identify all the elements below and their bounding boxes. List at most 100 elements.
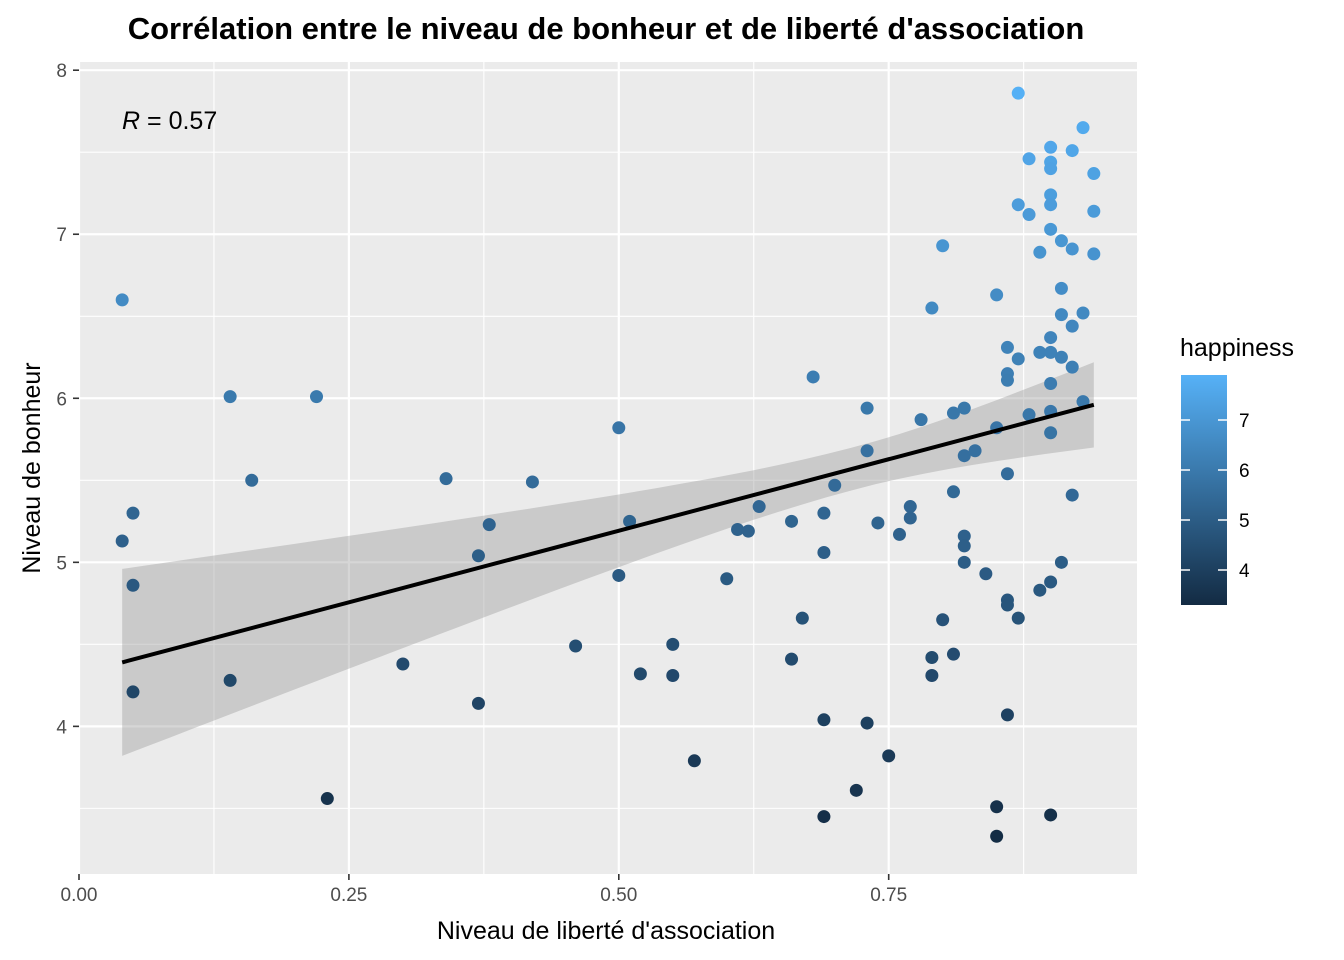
data-point	[1022, 152, 1036, 166]
data-point	[223, 390, 237, 404]
data-point	[990, 800, 1004, 814]
x-tick-label: 0.50	[600, 885, 637, 906]
plot-panel	[79, 62, 1137, 874]
data-point	[990, 288, 1004, 302]
data-point	[1033, 345, 1047, 359]
data-point	[1000, 340, 1014, 354]
data-point	[946, 406, 960, 420]
data-point	[633, 667, 647, 681]
data-point	[817, 810, 831, 824]
data-point	[1011, 352, 1025, 366]
data-point	[1044, 198, 1058, 212]
data-point	[310, 390, 324, 404]
data-point	[892, 527, 906, 541]
y-tick-label: 6	[56, 389, 67, 410]
data-point	[1065, 360, 1079, 374]
data-point	[687, 754, 701, 768]
data-point	[666, 637, 680, 651]
data-point	[1054, 308, 1068, 322]
data-point	[957, 555, 971, 569]
data-point	[1087, 204, 1101, 218]
data-point	[1044, 426, 1058, 440]
data-point	[1065, 144, 1079, 158]
x-tick-label: 0.00	[61, 885, 98, 906]
x-tick-label: 0.25	[330, 885, 367, 906]
data-point	[1022, 408, 1036, 422]
data-point	[925, 669, 939, 683]
x-axis: 0.00 0.25 0.50 0.75	[61, 874, 907, 906]
data-point	[785, 514, 799, 528]
data-point	[817, 713, 831, 727]
data-point	[1044, 188, 1058, 202]
data-point	[1054, 281, 1068, 295]
data-point	[1054, 350, 1068, 364]
data-point	[957, 449, 971, 463]
data-point	[1065, 319, 1079, 333]
legend-ticks: 4 5 6 7	[1181, 411, 1250, 582]
r-value: 0.57	[169, 107, 218, 135]
data-point	[471, 549, 485, 563]
data-point	[1065, 488, 1079, 502]
data-point	[979, 567, 993, 581]
data-point	[968, 444, 982, 458]
data-point	[1065, 242, 1079, 256]
data-point	[525, 475, 539, 489]
legend-tick-label: 7	[1239, 411, 1250, 432]
y-tick-label: 8	[56, 61, 67, 82]
data-point	[752, 500, 766, 514]
data-point	[126, 506, 140, 520]
data-point	[1000, 708, 1014, 722]
data-point	[320, 792, 334, 806]
legend-tick-label: 6	[1239, 461, 1250, 482]
x-tick-label: 0.75	[870, 885, 907, 906]
x-axis-title: Niveau de liberté d'association	[437, 917, 775, 945]
r-symbol: R	[122, 107, 140, 135]
data-point	[126, 578, 140, 592]
data-point	[731, 523, 745, 537]
data-points	[115, 86, 1101, 843]
data-point	[1033, 245, 1047, 259]
data-point	[1033, 583, 1047, 597]
data-point	[990, 829, 1004, 843]
data-point	[1044, 808, 1058, 822]
data-point	[849, 783, 863, 797]
data-point	[925, 301, 939, 315]
data-point	[946, 485, 960, 499]
data-point	[871, 516, 885, 530]
data-point	[903, 500, 917, 514]
data-point	[569, 639, 583, 653]
data-point	[817, 506, 831, 520]
data-point	[860, 716, 874, 730]
data-point	[1044, 162, 1058, 176]
legend-tick-label: 4	[1239, 561, 1250, 582]
y-tick-label: 7	[56, 225, 67, 246]
data-point	[936, 613, 950, 627]
data-point	[1087, 167, 1101, 181]
data-point	[1011, 611, 1025, 625]
data-point	[612, 421, 626, 435]
data-point	[666, 669, 680, 683]
data-point	[914, 413, 928, 427]
data-point	[1044, 140, 1058, 154]
data-point	[957, 401, 971, 415]
data-point	[741, 524, 755, 538]
data-point	[720, 572, 734, 586]
data-point	[860, 401, 874, 415]
data-point	[1022, 208, 1036, 222]
data-point	[957, 529, 971, 543]
data-point	[623, 514, 637, 528]
data-point	[1044, 331, 1058, 345]
regression-line	[121, 402, 1095, 665]
data-point	[1044, 222, 1058, 236]
chart-title: Corrélation entre le niveau de bonheur e…	[128, 11, 1085, 46]
data-point	[1000, 373, 1014, 387]
data-point	[245, 473, 259, 487]
data-point	[925, 650, 939, 664]
y-axis: 4 5 6 7 8	[56, 61, 79, 738]
data-point	[1054, 234, 1068, 248]
regression-line-group	[121, 402, 1095, 665]
data-point	[817, 545, 831, 559]
r-equals: =	[140, 107, 169, 135]
data-point	[612, 568, 626, 582]
